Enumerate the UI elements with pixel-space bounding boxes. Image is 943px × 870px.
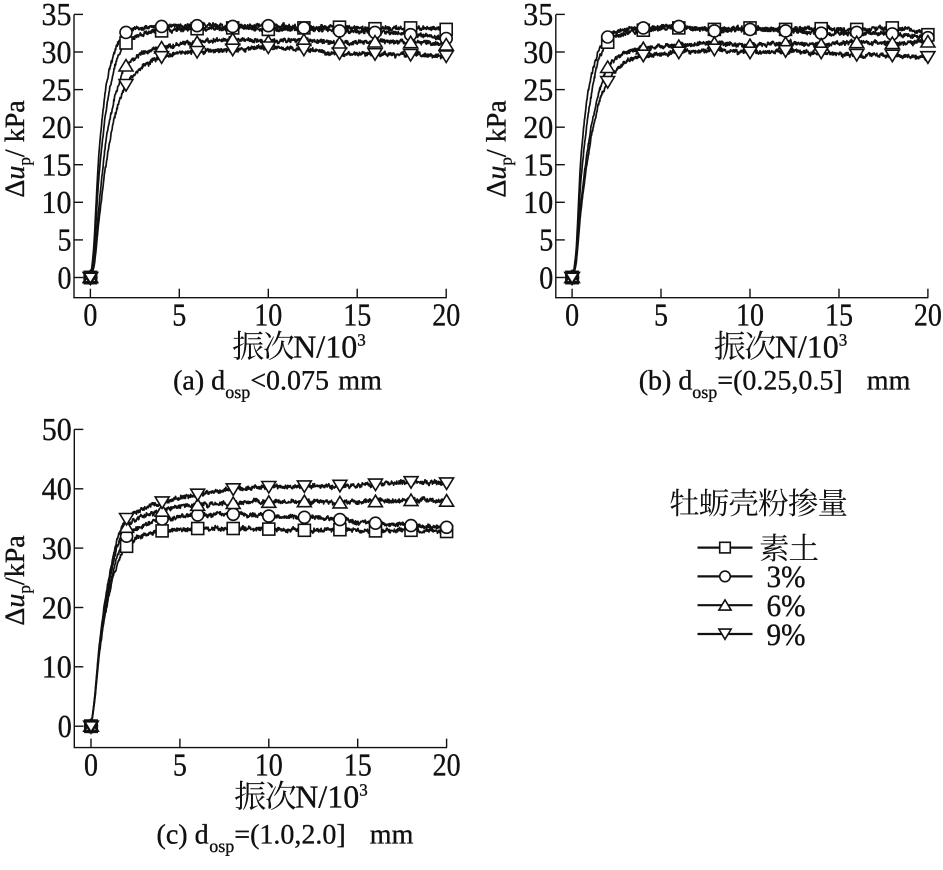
svg-text:30: 30 xyxy=(42,34,72,70)
svg-text:20: 20 xyxy=(432,297,460,333)
svg-text:0: 0 xyxy=(58,708,72,744)
svg-text:10: 10 xyxy=(42,184,72,220)
svg-text:3: 3 xyxy=(357,331,366,350)
svg-text:(c) d: (c) d xyxy=(157,820,209,851)
svg-text:20: 20 xyxy=(914,297,942,333)
svg-text:3: 3 xyxy=(359,781,368,800)
svg-text:15: 15 xyxy=(523,147,553,183)
svg-text:5: 5 xyxy=(539,222,553,258)
svg-text:25: 25 xyxy=(42,71,72,107)
svg-text:10: 10 xyxy=(523,184,553,220)
svg-text:20: 20 xyxy=(42,589,72,625)
svg-text:Δup/kPa: Δup/kPa xyxy=(0,535,34,626)
svg-text:mm: mm xyxy=(370,820,414,851)
svg-text:(b) d: (b) d xyxy=(639,366,693,397)
svg-text:0: 0 xyxy=(565,297,579,333)
svg-text:osp: osp xyxy=(225,382,250,402)
svg-text:25: 25 xyxy=(523,71,553,107)
svg-text:15: 15 xyxy=(42,147,72,183)
svg-text:0: 0 xyxy=(83,297,97,333)
svg-text:=(0.25,0.5: =(0.25,0.5 xyxy=(717,366,833,397)
svg-text:0: 0 xyxy=(58,259,72,295)
svg-text:Δup/ kPa: Δup/ kPa xyxy=(482,100,516,198)
svg-text:35: 35 xyxy=(42,0,72,32)
svg-text:15: 15 xyxy=(825,297,853,333)
svg-text:10: 10 xyxy=(254,297,282,333)
svg-text:5: 5 xyxy=(172,297,186,333)
svg-text:50: 50 xyxy=(42,411,72,447)
svg-text:10: 10 xyxy=(255,746,283,782)
svg-text:<0.075: <0.075 xyxy=(250,366,329,397)
svg-text:N/10: N/10 xyxy=(293,329,357,365)
svg-text:mm: mm xyxy=(867,366,911,397)
svg-text:20: 20 xyxy=(523,109,553,145)
svg-text:5: 5 xyxy=(173,746,187,782)
svg-text:20: 20 xyxy=(42,109,72,145)
svg-text:30: 30 xyxy=(42,530,72,566)
svg-text:0: 0 xyxy=(539,259,553,295)
svg-text:40: 40 xyxy=(42,471,72,507)
svg-text:]: ] xyxy=(833,366,842,397)
svg-text:osp: osp xyxy=(692,382,717,402)
svg-text:10: 10 xyxy=(42,649,72,685)
svg-text:(a) d: (a) d xyxy=(173,366,225,397)
svg-text:=(1.0,2.0: =(1.0,2.0 xyxy=(234,820,336,851)
svg-text:5: 5 xyxy=(654,297,668,333)
svg-text:0: 0 xyxy=(84,746,98,782)
svg-text:20: 20 xyxy=(433,746,461,782)
svg-text:6%: 6% xyxy=(767,588,806,623)
svg-text:15: 15 xyxy=(343,297,371,333)
svg-text:35: 35 xyxy=(523,0,553,32)
svg-text:Δup/ kPa: Δup/ kPa xyxy=(0,100,34,198)
svg-text:9%: 9% xyxy=(767,617,806,652)
svg-text:N/10: N/10 xyxy=(295,779,359,815)
svg-text:5: 5 xyxy=(58,222,72,258)
svg-text:N/10: N/10 xyxy=(775,329,839,365)
svg-text:osp: osp xyxy=(209,836,234,856)
svg-text:15: 15 xyxy=(344,746,372,782)
svg-text:10: 10 xyxy=(736,297,764,333)
svg-text:]: ] xyxy=(336,820,345,851)
svg-text:30: 30 xyxy=(523,34,553,70)
svg-text:3: 3 xyxy=(839,331,848,350)
svg-text:3%: 3% xyxy=(767,559,806,594)
svg-text:mm: mm xyxy=(338,366,382,397)
